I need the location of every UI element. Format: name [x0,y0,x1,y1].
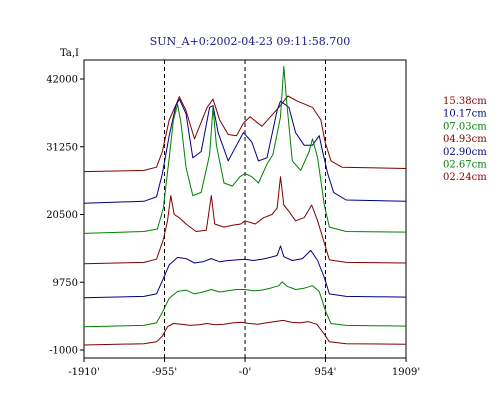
series-line-1 [83,98,407,204]
series-line-2 [83,65,407,234]
series-line-6 [83,319,407,346]
x-tick-label-3: 954' [315,367,337,378]
y-tick-label-1: 31250 [46,142,78,153]
y-tick-label-3: 9750 [53,278,78,289]
legend-entry-5: 02.67cm [443,160,487,171]
y-tick-label-2: 20500 [46,210,78,221]
series-line-3 [83,176,407,265]
series-line-5 [83,281,407,328]
legend-entry-1: 10.17cm [443,109,487,120]
y-tick-label-0: 42000 [46,75,78,86]
legend-entry-2: 07.03cm [443,121,487,132]
x-tick-label-4: 1909' [392,367,420,378]
legend-entry-3: 04.93cm [443,134,487,145]
series-line-0 [83,95,407,173]
chart-title: SUN_A+0:2002-04-23 09:11:58.700 [150,35,351,48]
series-group [83,65,407,346]
x-tick-label-2: -0' [239,367,252,378]
legend-entry-0: 15.38cm [443,96,487,107]
y-tick-label-4: -1000 [49,346,78,357]
y-axis-label: Ta,I [60,48,79,59]
x-tick-label-0: -1910' [68,367,100,378]
legend-entry-4: 02.90cm [443,147,487,158]
x-axis: -1910' -955' -0' 954' 1909' [68,358,420,378]
y-axis: 42000 31250 20500 9750 -1000 [46,75,84,357]
reference-lines [164,60,326,358]
series-line-4 [83,245,407,299]
legend-entry-6: 02.24cm [443,172,487,183]
x-tick-label-1: -955' [152,367,177,378]
